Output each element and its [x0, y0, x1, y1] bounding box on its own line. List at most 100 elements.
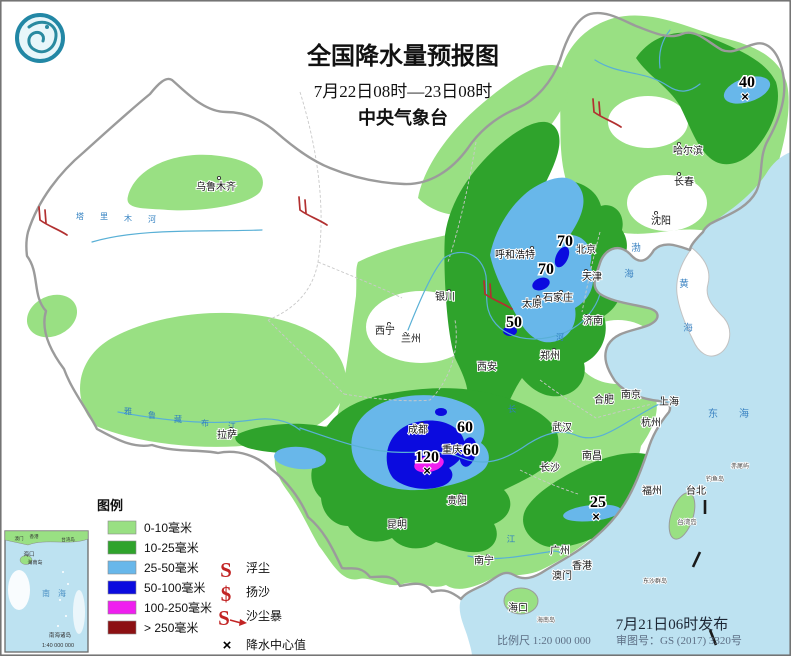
- map-label: 海: [683, 322, 693, 334]
- city-dot: [642, 416, 648, 422]
- dust-icon: S: [220, 558, 232, 582]
- map-label: 东沙群岛: [643, 577, 667, 585]
- precip-0-10-north-band: [418, 64, 570, 216]
- city-dot: [676, 141, 682, 147]
- legend-label: 0-10毫米: [144, 520, 192, 535]
- precip-100-250-spot: [414, 455, 444, 473]
- city-label-澳门: 澳门: [552, 569, 572, 582]
- precip-0-10-tibet: [80, 312, 347, 447]
- city-dot: [419, 421, 425, 427]
- no-precip-hole: [608, 96, 688, 148]
- city-label-南京: 南京: [621, 388, 641, 401]
- city-label-武汉: 武汉: [552, 421, 572, 434]
- map-label: 里: [100, 212, 108, 221]
- map-label: 藏: [174, 414, 182, 424]
- precip-center-value: 40: [739, 74, 755, 91]
- city-dot: [643, 484, 649, 490]
- valid-period: 7月22日08时—23日08时: [314, 82, 493, 101]
- city-dot: [478, 359, 484, 365]
- precip-0-10-west-xinjiang: [26, 294, 78, 338]
- city-label-郑州: 郑州: [540, 349, 560, 362]
- city-dot: [553, 420, 559, 426]
- map-label: 海: [739, 407, 749, 420]
- city-label-昆明: 昆明: [387, 519, 407, 531]
- city-dot: [228, 426, 234, 432]
- map-label: 木: [124, 213, 132, 223]
- city-dot: [622, 388, 628, 394]
- city-dot: [216, 175, 222, 181]
- precip-10-25-south-tibet: [235, 423, 341, 454]
- legend-swatch: [107, 520, 137, 535]
- precip-center-value: 70: [557, 233, 573, 250]
- precip-center-x-icon: ×: [592, 509, 600, 524]
- city-dot: [606, 392, 612, 398]
- city-dot: [558, 289, 564, 295]
- precip-25-50-ne-spot: [723, 76, 771, 104]
- map-label: 钓鱼岛: [706, 475, 724, 483]
- city-dot: [583, 449, 589, 455]
- sandstorm-label: 沙尘暴: [246, 609, 282, 623]
- city-dot: [653, 210, 659, 216]
- city-label-海口: 海口: [508, 601, 528, 614]
- city-label-济南: 济南: [583, 314, 603, 327]
- map-label: 渤: [631, 242, 641, 254]
- city-label-西宁: 西宁: [375, 324, 395, 337]
- city-label-台北: 台北: [686, 484, 706, 497]
- city-label-杭州: 杭州: [641, 416, 661, 429]
- map-label: 南: [42, 588, 50, 598]
- precip-center-value: 70: [538, 261, 554, 278]
- legend-swatch: [107, 620, 137, 635]
- city-dot: [442, 443, 448, 449]
- map-label: 河: [556, 332, 564, 342]
- precip-50-100-spot: [554, 246, 570, 268]
- legend-swatch: [107, 600, 137, 615]
- agency-name: 中央气象台: [358, 107, 448, 128]
- city-label-上海: 上海: [659, 395, 679, 408]
- city-dot: [398, 516, 404, 522]
- issued-time: 7月21日06时发布: [616, 616, 729, 633]
- map-label: 鲁: [148, 410, 156, 420]
- city-dot: [660, 395, 666, 401]
- map-label: 南海诸岛: [49, 631, 72, 639]
- city-dot: [386, 321, 392, 327]
- korea-peninsula: [676, 247, 731, 357]
- map-label: 海口: [23, 550, 34, 558]
- map-label: 台湾岛: [61, 536, 75, 543]
- map-label: 东: [708, 407, 718, 420]
- city-label-太原: 太原: [522, 297, 542, 310]
- page-title: 全国降水量预报图: [306, 42, 499, 70]
- map-label: 海: [58, 588, 66, 598]
- city-dot: [446, 288, 452, 294]
- precip-0-10-north-xinjiang: [127, 154, 263, 211]
- city-dot: [458, 492, 464, 498]
- title-block: 全国降水量预报图 7月22日08时—23日08时 中央气象台: [306, 42, 499, 128]
- scale-label: 比例尺 1:20 000 000: [497, 633, 591, 647]
- city-dot: [573, 559, 579, 565]
- city-label-长春: 长春: [674, 176, 694, 188]
- map-label: 长: [508, 404, 517, 414]
- taiwan-island: [668, 492, 696, 540]
- city-label-石家庄: 石家庄: [543, 291, 573, 304]
- no-precip-hole: [627, 175, 707, 231]
- blowing-sand-label: 扬沙: [246, 584, 270, 599]
- map-label: 雅: [124, 406, 132, 416]
- map-label: 1:40 000 000: [42, 643, 74, 649]
- precip-center-value: 60: [463, 442, 479, 459]
- legend: 图例 0-10毫米 10-25毫米 25-50毫米 50-100毫米 100-2…: [97, 498, 306, 654]
- precip-center-x-icon: ×: [741, 89, 749, 104]
- city-label-成都: 成都: [408, 424, 428, 436]
- map-label: 海南岛: [537, 616, 555, 624]
- city-dot: [676, 171, 682, 177]
- map-label: 江: [228, 422, 236, 431]
- map-label: 塔: [76, 211, 84, 221]
- river-labels: 塔里木河雅鲁藏布江长河江: [76, 211, 564, 544]
- city-dot: [686, 485, 692, 491]
- city-label-长沙: 长沙: [540, 462, 560, 474]
- legend-label: 100-250毫米: [144, 600, 212, 615]
- city-label-福州: 福州: [642, 484, 662, 497]
- precip-50-100-spot: [503, 326, 517, 336]
